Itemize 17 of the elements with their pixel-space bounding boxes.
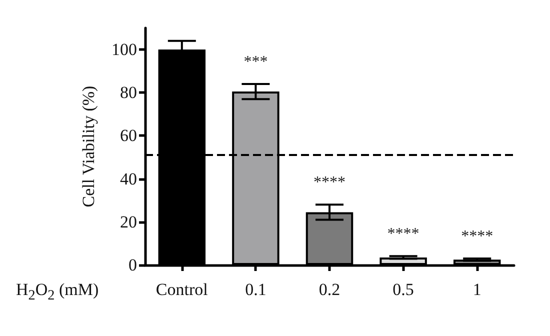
x-tick-label: 0.1 <box>245 280 266 299</box>
x-tick-label: 1 <box>472 280 482 299</box>
y-tick-label: 0 <box>128 256 137 274</box>
y-tick-label: 20 <box>120 212 137 232</box>
y-tick-label: 40 <box>120 169 137 188</box>
x-axis-title: H$_{2}$O$_{2}$ (mM) <box>16 280 99 304</box>
annotation: **** <box>461 228 494 246</box>
y-tick-label: 100 <box>112 40 137 60</box>
x-tick-label: 0.2 <box>318 280 340 299</box>
annotation: **** <box>314 174 346 192</box>
x-tick-label: 0.5 <box>392 280 414 299</box>
x-tick-label: Control <box>156 280 208 299</box>
annotation: **** <box>387 226 420 243</box>
y-tick-label: 60 <box>120 126 137 146</box>
annotation: *** <box>244 54 268 71</box>
y-tick-label: 80 <box>120 83 137 102</box>
y-axis-title: Cell Viability (%) <box>79 86 98 208</box>
